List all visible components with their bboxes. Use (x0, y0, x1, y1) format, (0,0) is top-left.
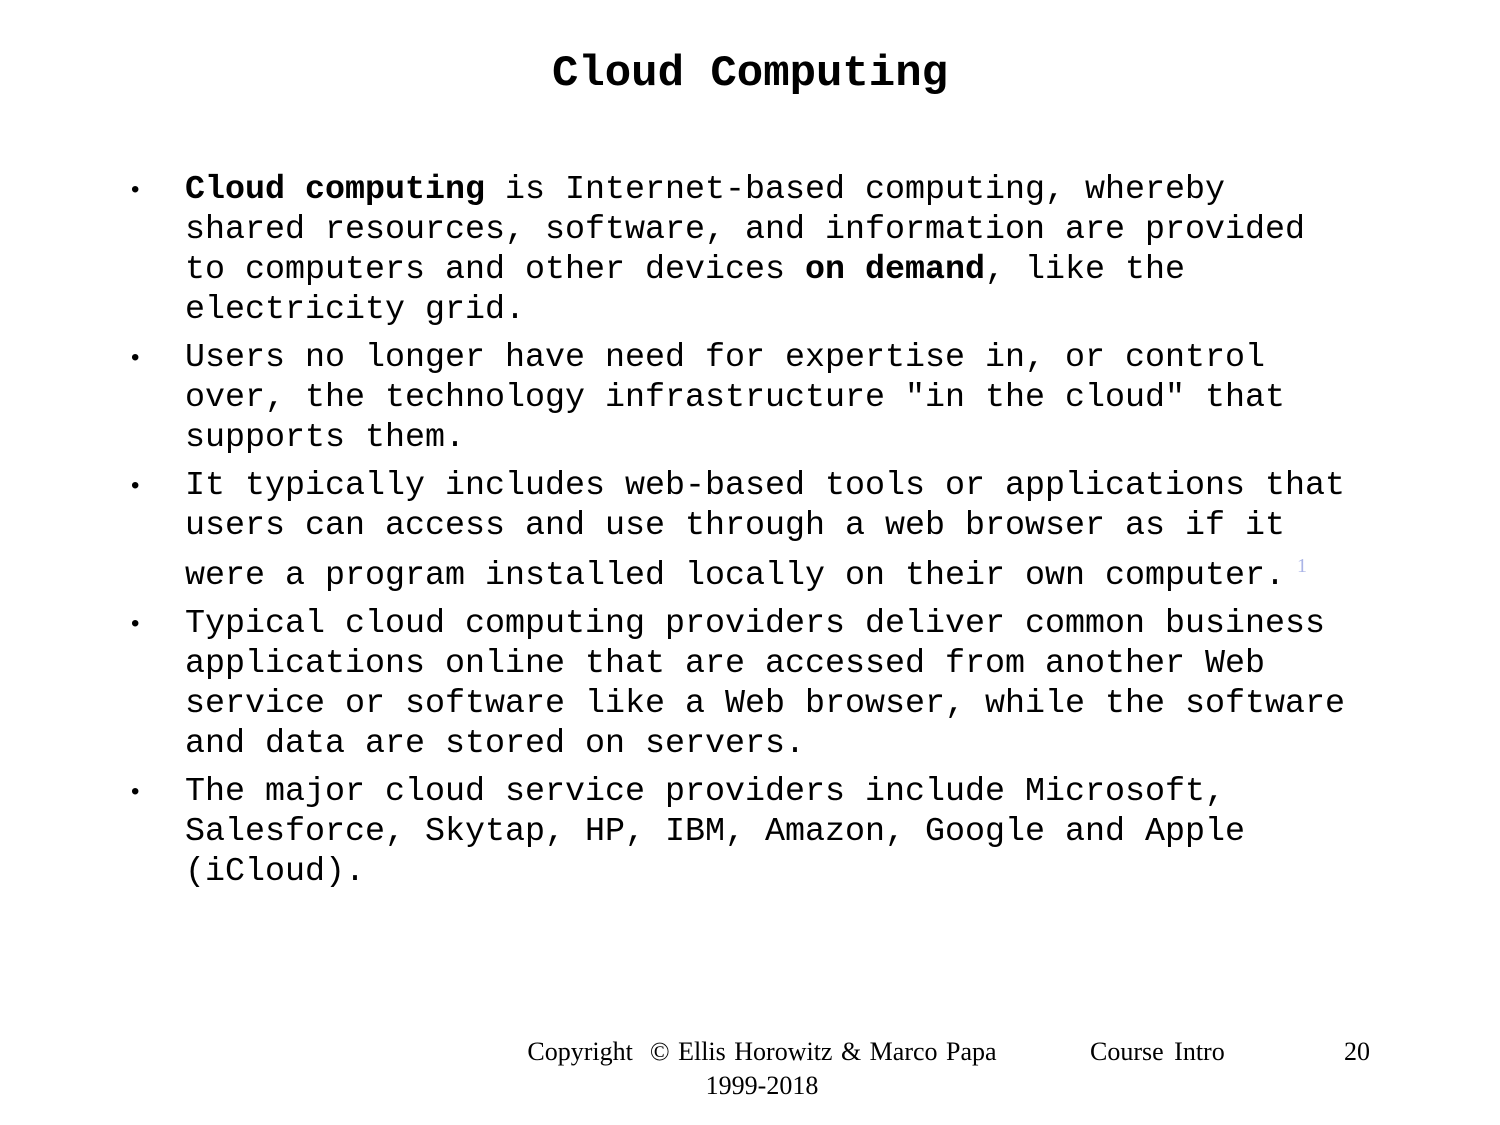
bold-text: Cloud computing (185, 171, 486, 209)
copyright: Copyright © Ellis Horowitz & Marco Papa … (527, 1037, 1006, 1100)
footnote-link[interactable]: 1 (1297, 555, 1308, 577)
page-number: 20 (1344, 1037, 1370, 1066)
text: , like the electricity grid. (185, 251, 1206, 329)
bullet-item: Cloud computing is Internet-based comput… (131, 170, 1357, 330)
text: is Internet-based computing, whereby sha… (185, 171, 1326, 289)
bold-text: on demand (805, 251, 986, 289)
text: It typically includes web-based tools or… (185, 467, 1366, 595)
bullet-item: The major cloud service providers includ… (131, 772, 1357, 892)
bullet-item: Users no longer have need for expertise … (131, 338, 1357, 458)
bullet-item: It typically includes web-based tools or… (131, 466, 1357, 596)
text: The major cloud service providers includ… (185, 773, 1266, 891)
course-label: Course Intro (1090, 1037, 1225, 1066)
text: Users no longer have need for expertise … (185, 339, 1306, 457)
slide-title: Cloud Computing (551, 49, 949, 99)
bullet-item: Typical cloud computing providers delive… (131, 604, 1357, 764)
bullet-list: Cloud computing is Internet-based comput… (131, 170, 1357, 900)
text: Typical cloud computing providers delive… (185, 605, 1366, 763)
